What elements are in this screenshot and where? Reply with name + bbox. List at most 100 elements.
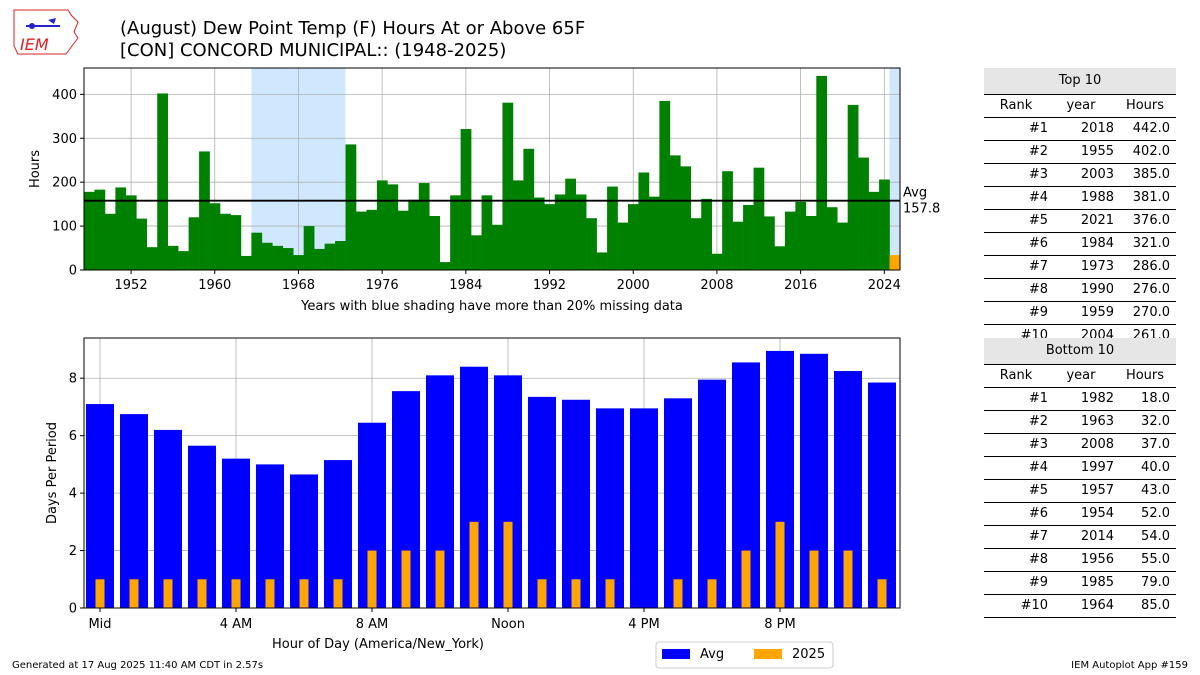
x-tick-label: 1992 [533,278,566,293]
year-bar [690,218,702,270]
bottom10-table: Bottom 10 Rank year Hours #1 1982 18.0 #2 19… [984,338,1176,618]
current-year-bar [503,521,513,608]
year-cell: 1984 [1080,236,1114,251]
year-bar [230,215,242,270]
year-bar [115,187,127,270]
rank-cell: #8 [1028,282,1048,297]
x-tick-label: 2024 [868,278,901,293]
year-bar [764,216,775,270]
y-tick-label: 100 [52,220,77,235]
year-cell: 1985 [1080,575,1114,590]
hours-cell: 286.0 [1132,259,1170,274]
y-tick-label: 200 [52,176,77,191]
year-bar [596,252,608,270]
top10-column-headers: Rank year Hours [984,95,1176,118]
col-hours: Hours [1125,98,1165,113]
year-bar [889,255,901,270]
x-tick-label: 1984 [449,278,482,293]
year-bar [397,210,409,270]
top10-title: Top 10 [984,68,1176,95]
current-year-bar [877,579,887,608]
avg-bar [630,408,658,608]
year-bar [544,204,556,270]
year-bar [502,102,514,270]
hours-cell: 40.0 [1141,460,1170,475]
bottom10-title: Bottom 10 [984,338,1176,365]
year-bar [648,196,660,270]
table-row: #6 1984 321.0 [984,233,1176,256]
col-year: year [1066,98,1096,113]
year-bar [701,198,712,270]
x-tick-label: Noon [491,617,525,632]
year-bar [628,204,639,270]
year-bar [784,211,796,270]
year-bar [418,183,430,270]
iowa-state-map-icon [13,9,79,55]
average-label: Avg [903,186,927,201]
year-bar [188,217,200,270]
year-bar [795,201,807,270]
year-cell: 1963 [1080,414,1114,429]
current-year-bar [469,521,479,608]
current-year-bar [707,579,717,608]
year-bar [879,179,890,270]
y-axis-label: Hours [28,150,43,188]
table-row: #7 2014 54.0 [984,526,1176,549]
col-rank: Rank [999,368,1033,383]
y-tick-label: 0 [69,602,77,617]
rank-cell: #8 [1028,552,1048,567]
top10-table: Top 10 Rank year Hours #1 2018 442.0 #2 1955… [984,68,1176,348]
rank-cell: #2 [1028,144,1048,159]
hours-cell: 270.0 [1132,305,1170,320]
current-year-bar [333,579,343,608]
current-year-bar [775,521,785,608]
x-tick-label: Mid [88,617,111,632]
rank-cell: #5 [1028,483,1048,498]
year-bar [805,215,817,270]
y-tick-label: 6 [69,429,77,444]
y-tick-label: 400 [52,88,77,103]
x-tick-label: 1960 [198,278,231,293]
average-value: 157.8 [903,202,940,217]
table-row: #3 2003 385.0 [984,164,1176,187]
rank-cell: #1 [1028,121,1048,136]
rank-cell: #7 [1028,259,1048,274]
hours-cell: 321.0 [1132,236,1170,251]
year-bar [638,172,650,270]
year-bar [575,194,587,270]
year-bar [136,218,148,270]
hours-cell: 43.0 [1141,483,1170,498]
year-cell: 2003 [1080,167,1114,182]
chart-title: (August) Dew Point Temp (F) Hours At or … [120,18,585,62]
hours-cell: 276.0 [1132,282,1170,297]
year-bar [209,203,221,270]
year-cell: 1954 [1080,506,1114,521]
rank-cell: #6 [1028,506,1048,521]
rank-cell: #1 [1028,391,1048,406]
y-axis-label: Days Per Period [45,422,60,524]
hours-cell: 54.0 [1141,529,1170,544]
table-row: #10 1964 85.0 [984,595,1176,618]
rank-cell: #10 [1020,598,1048,613]
plot-frame [83,337,901,609]
x-tick-label: 1976 [366,278,399,293]
avg-bar [86,404,114,608]
rank-cell: #3 [1028,437,1048,452]
year-cell: 2018 [1080,121,1114,136]
year-bar [178,251,189,270]
x-axis-label: Hour of Day (America/New_York) [272,637,484,652]
year-bar [669,155,681,270]
hours-cell: 402.0 [1132,144,1170,159]
title-line-2: [CON] CONCORD MUNICIPAL:: (1948-2025) [120,40,507,61]
x-axis-label: Years with blue shading have more than 2… [300,299,683,314]
plot-frame [83,67,901,271]
rank-cell: #2 [1028,414,1048,429]
year-cell: 1956 [1080,552,1114,567]
year-bar [356,211,367,270]
x-tick-label: 8 PM [764,617,795,632]
current-year-bar [673,579,683,608]
year-cell: 2021 [1080,213,1114,228]
year-bar [366,209,378,270]
table-row: #1 2018 442.0 [984,118,1176,141]
